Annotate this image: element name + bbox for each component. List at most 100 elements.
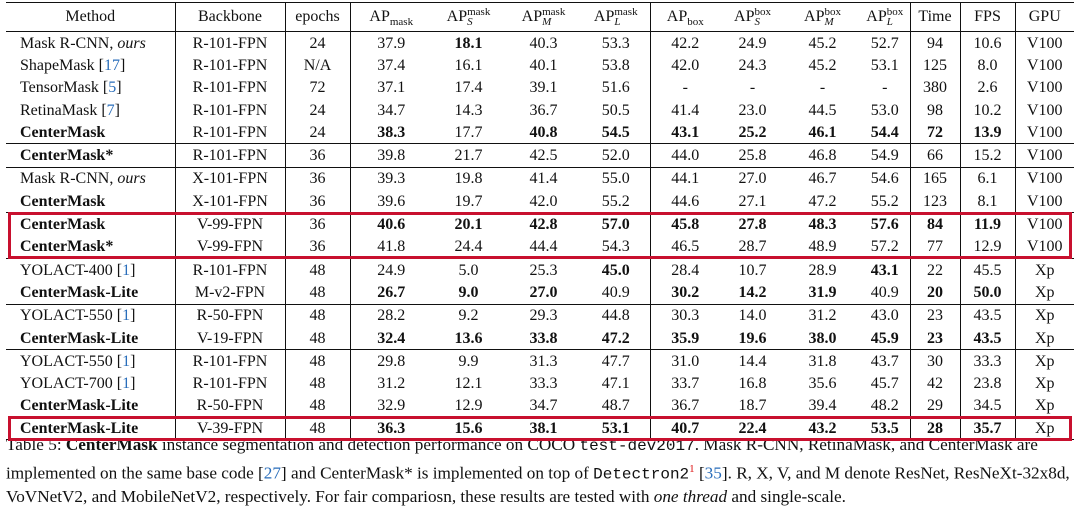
table-cell: V100 [1026,34,1063,52]
header-sup: mask [542,6,566,18]
table-cell: 40.9 [860,281,911,305]
table-cell: 36 [285,167,351,191]
table-row: YOLACT-550 [1] R-50-FPN 48 28.2 9.2 29.3 44.8 3… [6,304,1074,327]
table-cell: Xp [1034,261,1055,279]
table-cell: 52.7 [860,31,911,55]
table-cell: 44.0 [650,143,720,168]
text-run: ours [117,170,146,188]
table-cell: 37.9 [377,34,406,52]
table-cell: 8.1 [960,190,1016,214]
table-cell: 31.3 [529,352,558,370]
table-cell: 37.4 [377,56,406,74]
table-cell: 32.4 [350,326,432,351]
table-cell: 43.1 [650,121,720,145]
table-cell: 20 [910,281,961,305]
header-base: AP [521,8,543,25]
table-cell: 48.7 [582,394,651,418]
table-cell: 48 [285,304,351,327]
header-base: AP [446,8,468,25]
table-row: Mask R-CNN, ours R-101-FPN 24 37.9 18.1 40.3 5… [6,31,1074,55]
table-cell: 125 [910,54,961,77]
table-cell: 48 [285,394,351,418]
table-cell: 37.1 [377,79,406,97]
table-cell: 25.2 [720,121,785,145]
table-cell: 57.0 [582,212,651,236]
table-row: YOLACT-700 [1] R-101-FPN 48 31.2 12.1 33.3 47.… [6,372,1074,395]
table-row: CenterMask-Lite V-19-FPN 48 32.4 13.6 33.8 47.… [6,326,1074,351]
table-cell: 42 [910,372,961,395]
header-sup: mask [389,15,414,28]
table-cell: 28.4 [671,261,700,279]
table-cell: 57.2 [860,235,911,259]
table-cell: V-99-FPN [175,235,286,259]
table-cell: 27.8 [738,216,767,234]
table-cell: 15.2 [960,143,1016,168]
table-cell: 47.1 [582,372,651,395]
header-scripts: mask L [614,7,637,28]
column-header: AP mask M [505,2,582,32]
table-cell: 23 [910,326,961,351]
table-cell: 53.8 [582,54,651,77]
column-header: epochs [285,2,351,32]
table-cell: 12.1 [454,375,483,393]
table-cell: 54.5 [582,121,651,145]
table-cell: 51.6 [582,76,651,99]
table-cell: 41.4 [671,101,700,119]
table-cell: 45.7 [860,372,911,395]
caption-run: and single-scale. [727,486,846,506]
table-cell: 12.9 [454,397,483,415]
table-cell: 48 [285,326,351,351]
table-cell: 42.5 [505,143,582,168]
table-cell: 72 [910,121,961,145]
text-run: YOLACT-700 [20,375,117,393]
header-sub: M [824,16,834,28]
table-cell: 12.9 [960,235,1016,259]
table-cell: CenterMask-Lite [6,326,176,351]
table-cell: R-101-FPN [175,349,286,373]
header-scripts: mask M [542,6,566,28]
column-header: AP box [650,2,720,32]
table-cell: 45.2 [808,34,837,52]
table-cell: V100 [1015,121,1074,145]
citation: [27] [258,463,287,483]
table-cell: 53.1 [582,417,651,441]
table-cell: 84 [910,212,961,236]
table-cell: X-101-FPN [175,167,286,191]
table-cell: 72 [285,76,351,99]
table-cell: 35.7 [960,417,1016,441]
table-cell: 20.1 [454,216,483,234]
column-header: AP box S [720,2,785,32]
text-run: YOLACT-550 [20,352,117,370]
table-cell: 48 [285,417,351,441]
table-cell: 24 [285,121,351,145]
table-row: Mask R-CNN, ours X-101-FPN 36 39.3 19.8 41.4 5… [6,167,1074,191]
table-cell: CenterMask* [6,235,176,259]
header-sub: S [467,16,473,28]
column-header: Method [6,2,176,32]
table-cell: R-50-FPN [175,304,286,327]
table-cell: 14.4 [738,352,767,370]
table-cell: 43.5 [960,326,1016,351]
table-cell: 31.0 [671,352,700,370]
table-cell: 46.8 [785,143,860,168]
table-cell: Xp [1034,352,1055,370]
table-cell: 42.0 [505,190,582,214]
table-cell: CenterMask [6,190,176,214]
table-cell: - [819,79,826,97]
citation: [1] [116,375,136,393]
text-run: Mask R-CNN, [20,34,118,52]
table-cell: 24 [285,98,351,122]
table-row: CenterMask V-99-FPN 36 40.6 20.1 42.8 57.0 45.8… [6,212,1074,236]
table-cell: 98 [910,98,961,122]
table-cell: 48 [285,372,351,395]
table-cell: 24.3 [738,56,767,74]
table-cell: 24.9 [738,34,767,52]
table-cell: 22 [910,258,961,282]
table-cell: 19.6 [720,326,785,351]
table-cell: 9.0 [432,281,505,305]
table-cell: YOLACT-550 [1] [6,349,176,373]
table-cell: 18.7 [738,397,767,415]
header-sup: box [886,6,904,18]
table-cell: 52.0 [582,143,651,168]
table-cell: 45.5 [960,258,1016,282]
